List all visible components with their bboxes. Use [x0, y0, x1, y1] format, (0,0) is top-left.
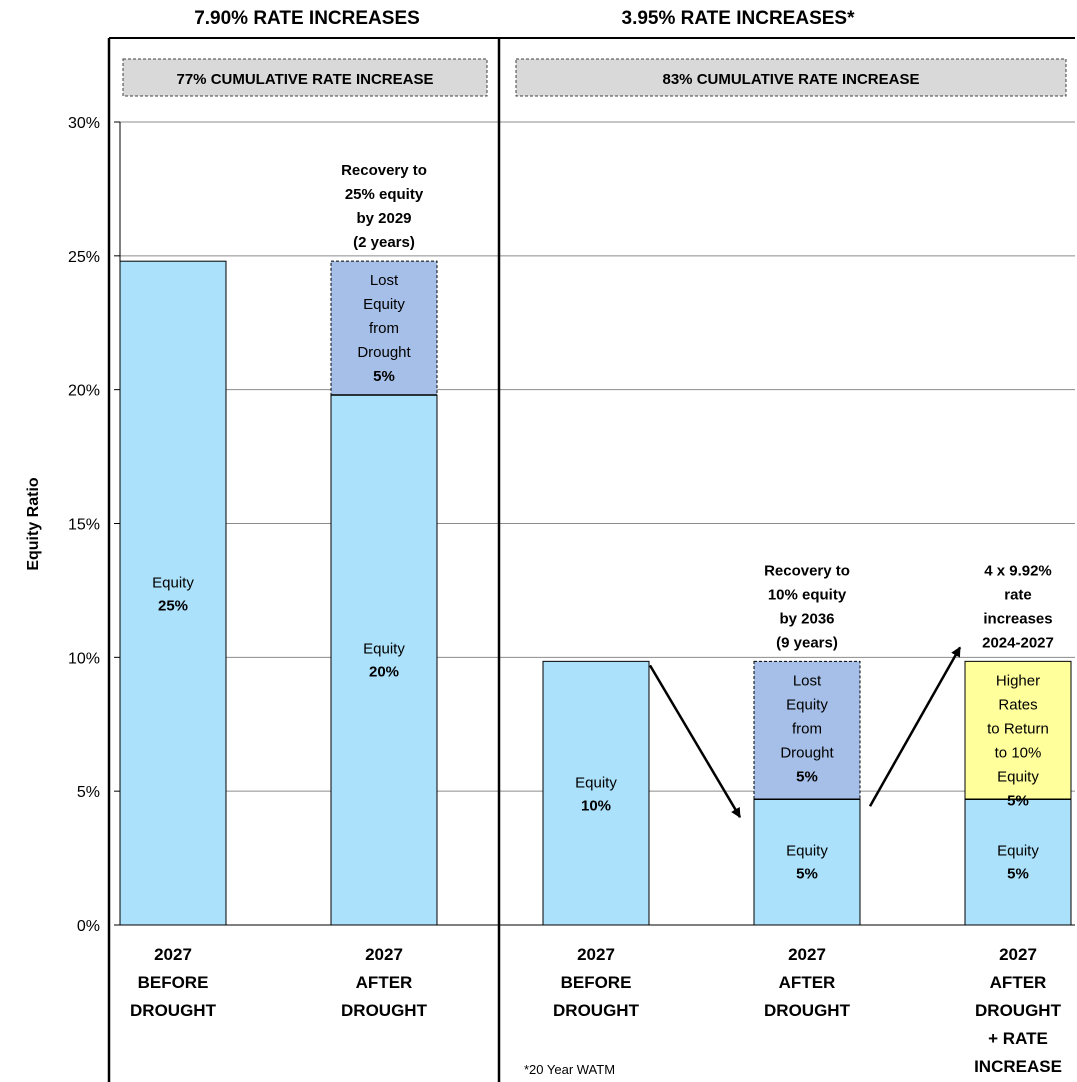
category-label: BEFORE	[561, 973, 632, 992]
y-tick-label: 0%	[77, 918, 100, 935]
segment-label: Rates	[998, 696, 1037, 713]
bar-note: (2 years)	[353, 234, 415, 251]
segment-label: Equity	[786, 843, 828, 860]
category-label: BEFORE	[138, 973, 209, 992]
category-label: DROUGHT	[553, 1001, 640, 1020]
footnote: *20 Year WATM	[524, 1062, 615, 1077]
category-label: DROUGHT	[975, 1001, 1062, 1020]
bar-note: 4 x 9.92%	[984, 562, 1052, 579]
category-label: 2027	[365, 945, 403, 964]
category-label: + RATE	[988, 1029, 1048, 1048]
bar-note: by 2029	[356, 210, 411, 227]
segment-value-label: 5%	[796, 866, 818, 883]
category-label: 2027	[999, 945, 1037, 964]
category-label: AFTER	[356, 973, 413, 992]
bar-note: by 2036	[779, 610, 834, 627]
bar-segment	[330, 394, 438, 926]
y-tick-label: 15%	[68, 517, 100, 534]
bar-note: Recovery to	[341, 162, 427, 179]
panel-title: 7.90% RATE INCREASES	[194, 8, 420, 29]
segment-label: Equity	[152, 575, 194, 592]
y-axis-label: Equity Ratio	[25, 477, 42, 571]
bar-segment	[330, 260, 438, 396]
recovery-arrow	[868, 646, 962, 807]
bar-note: increases	[983, 610, 1052, 627]
category-label: DROUGHT	[764, 1001, 851, 1020]
panel-title: 3.95% RATE INCREASES*	[622, 8, 856, 29]
bar-segment	[119, 260, 227, 926]
segment-value-label: 5%	[373, 368, 395, 385]
segment-label: Higher	[996, 672, 1040, 689]
segment-label: Equity	[786, 696, 828, 713]
category-label: 2027	[154, 945, 192, 964]
segment-label: Equity	[363, 641, 405, 658]
decline-arrow	[648, 664, 742, 819]
segment-label: from	[369, 320, 399, 337]
rate-increase-banner	[122, 58, 488, 97]
segment-value-label: 5%	[796, 768, 818, 785]
segment-value-label: 10%	[581, 798, 611, 815]
rate-increase-banner-label: 77% CUMULATIVE RATE INCREASE	[177, 71, 434, 88]
segment-label: to Return	[987, 720, 1049, 737]
segment-value-label: 25%	[158, 598, 188, 615]
category-label: AFTER	[990, 973, 1047, 992]
category-label: DROUGHT	[130, 1001, 217, 1020]
segment-label: Lost	[370, 272, 399, 289]
rate-increase-banner	[515, 58, 1067, 97]
y-tick-label: 25%	[68, 249, 100, 266]
bar-segment	[964, 660, 1072, 800]
segment-label: from	[792, 720, 822, 737]
segment-value-label: 20%	[369, 664, 399, 681]
segment-label: Equity	[997, 768, 1039, 785]
segment-label: Lost	[793, 672, 822, 689]
bar-note: (9 years)	[776, 634, 838, 651]
bar-note: 25% equity	[345, 186, 424, 203]
bar-note: 10% equity	[768, 586, 847, 603]
segment-value-label: 5%	[1007, 866, 1029, 883]
segment-label: Drought	[357, 344, 411, 361]
category-label: 2027	[577, 945, 615, 964]
category-label: 2027	[788, 945, 826, 964]
bar-note: 2024-2027	[982, 634, 1054, 651]
y-tick-label: 30%	[68, 115, 100, 132]
bar-segment	[964, 798, 1072, 926]
y-tick-label: 10%	[68, 650, 100, 667]
category-label: DROUGHT	[341, 1001, 428, 1020]
segment-label: Equity	[997, 843, 1039, 860]
bar-segment	[753, 798, 861, 926]
bar-note: Recovery to	[764, 562, 850, 579]
segment-label: Equity	[575, 775, 617, 792]
category-label: AFTER	[779, 973, 836, 992]
segment-label: Equity	[363, 296, 405, 313]
y-tick-label: 5%	[77, 784, 100, 801]
bar-segment	[542, 660, 650, 926]
category-label: INCREASE	[974, 1057, 1062, 1076]
segment-label: to 10%	[995, 744, 1042, 761]
rate-increase-banner-label: 83% CUMULATIVE RATE INCREASE	[663, 71, 920, 88]
segment-label: Drought	[780, 744, 834, 761]
y-tick-label: 20%	[68, 383, 100, 400]
bar-note: rate	[1004, 586, 1032, 603]
segment-value-label: 5%	[1007, 792, 1029, 809]
